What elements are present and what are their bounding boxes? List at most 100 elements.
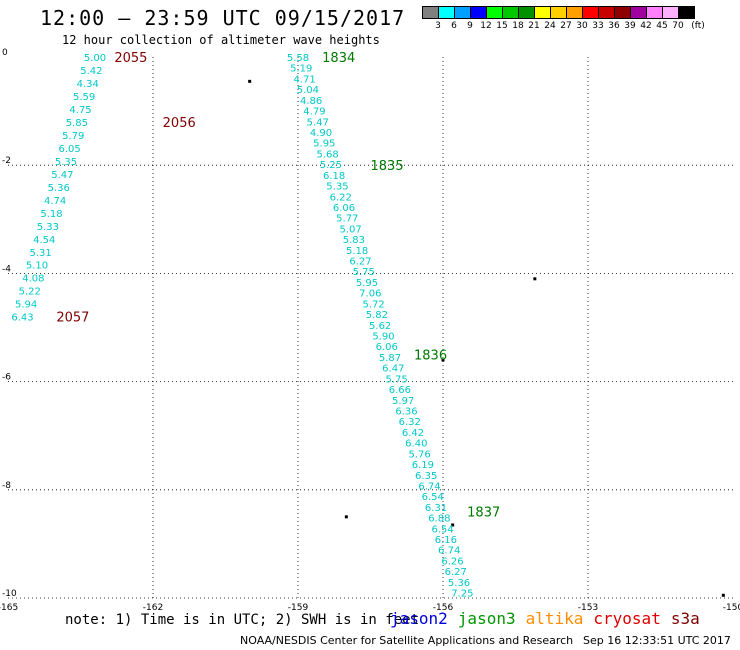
legend-labels: 3 6 9 12 15 18 21 24 27 30 33 36 39 42 45 70 (ft) bbox=[422, 19, 705, 31]
color-legend: 3 6 9 12 15 18 21 24 27 30 33 36 39 42 45 70 (ft) bbox=[422, 6, 705, 31]
wave-height-value: 5.79 bbox=[62, 131, 84, 142]
wave-height-value: 6.26 bbox=[441, 556, 463, 567]
pass-time-label: 1836 bbox=[414, 349, 447, 364]
wave-height-value: 5.33 bbox=[37, 222, 59, 233]
wave-height-value: 4.74 bbox=[44, 196, 66, 207]
wave-height-value: 6.16 bbox=[435, 535, 457, 546]
units-note: note: 1) Time is in UTC; 2) SWH is in fe… bbox=[65, 612, 420, 628]
wave-height-value: 6.06 bbox=[376, 342, 398, 353]
wave-height-value: 5.87 bbox=[379, 353, 401, 364]
wave-height-value: 5.68 bbox=[316, 149, 338, 160]
wave-height-value: 5.18 bbox=[346, 246, 368, 257]
wave-height-value: 4.54 bbox=[33, 235, 55, 246]
wave-height-value: 5.42 bbox=[80, 66, 102, 77]
wave-height-value: 6.05 bbox=[58, 144, 80, 155]
lon-tick-label: -162 bbox=[143, 603, 163, 613]
wave-height-value: 4.90 bbox=[310, 128, 332, 139]
wave-height-value: 6.22 bbox=[330, 192, 352, 203]
wave-height-value: 5.00 bbox=[84, 53, 106, 64]
wave-height-value: 6.18 bbox=[323, 171, 345, 182]
lat-tick-label: -10 bbox=[2, 589, 17, 599]
wave-height-value: 5.36 bbox=[448, 578, 470, 589]
legend-swatch bbox=[678, 6, 695, 19]
pass-time-label: 2057 bbox=[56, 311, 89, 326]
wave-height-value: 5.77 bbox=[336, 214, 358, 225]
wave-height-value: 5.35 bbox=[326, 182, 348, 193]
legend-label: 18 bbox=[512, 21, 524, 31]
islands bbox=[248, 79, 725, 597]
credit-line: NOAA/NESDIS Center for Satellite Applica… bbox=[240, 634, 574, 647]
island-marker bbox=[248, 79, 252, 83]
pass-time-labels: 2055 2056 2057 1834 1835 1836 1837 bbox=[56, 51, 500, 520]
track-west: 5.00 5.42 4.34 5.59 4.75 5.85 5.79 6.05 5.35 5.47… bbox=[11, 53, 106, 324]
wave-height-value: 5.10 bbox=[26, 261, 48, 272]
lon-tick-label: -165 bbox=[0, 603, 18, 613]
wave-height-value: 5.36 bbox=[48, 183, 70, 194]
wave-height-value: 6.35 bbox=[415, 471, 437, 482]
wave-height-value: 5.82 bbox=[366, 310, 388, 321]
wave-height-value: 5.22 bbox=[19, 287, 41, 298]
wave-height-value: 7.25 bbox=[451, 589, 473, 600]
wave-height-value: 5.59 bbox=[73, 92, 95, 103]
legend-label: 42 bbox=[640, 21, 652, 31]
pass-time-label: 1835 bbox=[371, 159, 404, 174]
satellite-jason2: jason2 bbox=[390, 609, 448, 628]
wave-height-value: 6.31 bbox=[425, 503, 447, 514]
lat-tick-label: -6 bbox=[2, 373, 11, 383]
wave-height-value: 5.95 bbox=[356, 278, 378, 289]
altimeter-tracks: 5.00 5.42 4.34 5.59 4.75 5.85 5.79 6.05 5.35 5.47… bbox=[11, 53, 473, 600]
wave-height-value: 5.07 bbox=[339, 224, 361, 235]
wave-height-value: 5.76 bbox=[408, 449, 430, 460]
wave-height-value: 5.94 bbox=[15, 300, 37, 311]
wave-height-value: 5.85 bbox=[66, 118, 88, 129]
pass-time-label: 2056 bbox=[163, 116, 196, 131]
wave-height-value: 6.54 bbox=[422, 492, 444, 503]
track-east: 5.585.194.715.044.864.795.474.905.955.68… bbox=[287, 53, 474, 600]
wave-height-value: 6.27 bbox=[349, 257, 371, 268]
wave-height-value: 6.47 bbox=[382, 364, 404, 375]
wave-height-value: 6.06 bbox=[333, 203, 355, 214]
legend-label: 36 bbox=[608, 21, 620, 31]
wave-height-value: 6.36 bbox=[395, 406, 417, 417]
wave-height-value: 7.06 bbox=[359, 289, 381, 300]
wave-height-value: 5.72 bbox=[362, 299, 384, 310]
lat-tick-label: 0 bbox=[2, 48, 8, 58]
map-subtitle: 12 hour collection of altimeter wave hei… bbox=[62, 33, 380, 47]
wave-height-value: 6.88 bbox=[428, 514, 450, 525]
wave-height-value: 6.74 bbox=[438, 546, 460, 557]
wave-height-value: 5.97 bbox=[392, 396, 414, 407]
wave-height-value: 5.83 bbox=[343, 235, 365, 246]
pass-time-label: 2055 bbox=[114, 51, 147, 66]
lon-tick-label: -150 bbox=[723, 603, 740, 613]
wave-height-value: 6.32 bbox=[399, 417, 421, 428]
island-marker bbox=[344, 515, 348, 519]
legend-label: 12 bbox=[480, 21, 492, 31]
map-title: 12:00 – 23:59 UTC 09/15/2017 bbox=[40, 6, 406, 30]
island-marker bbox=[441, 358, 445, 362]
legend-label: 3 bbox=[435, 21, 441, 31]
satellite-legend: jason2 jason3 altika cryosat s3a bbox=[390, 609, 710, 628]
wave-height-value: 6.54 bbox=[431, 524, 453, 535]
wave-height-value: 5.31 bbox=[29, 248, 51, 259]
legend-label: 70 bbox=[672, 21, 684, 31]
legend-label: 33 bbox=[592, 21, 604, 31]
wave-height-value: 5.62 bbox=[369, 321, 391, 332]
legend-label: 30 bbox=[576, 21, 588, 31]
wave-height-value: 5.90 bbox=[372, 332, 394, 343]
wave-height-value: 5.58 bbox=[287, 53, 309, 64]
island-marker bbox=[721, 593, 725, 597]
wave-height-value: 6.40 bbox=[405, 439, 427, 450]
legend-label: 9 bbox=[467, 21, 473, 31]
legend-swatches bbox=[422, 6, 695, 19]
wave-height-value: 4.86 bbox=[300, 96, 322, 107]
lat-tick-label: -2 bbox=[2, 156, 11, 166]
legend-label: 24 bbox=[544, 21, 556, 31]
wave-height-value: 4.34 bbox=[77, 79, 99, 90]
satellite-altika: altika bbox=[525, 609, 584, 628]
map-grid bbox=[8, 57, 733, 599]
lon-tick-label: -153 bbox=[578, 603, 598, 613]
wave-height-value: 4.79 bbox=[303, 107, 325, 118]
wave-height-value: 5.47 bbox=[307, 117, 329, 128]
legend-label: 21 bbox=[528, 21, 540, 31]
